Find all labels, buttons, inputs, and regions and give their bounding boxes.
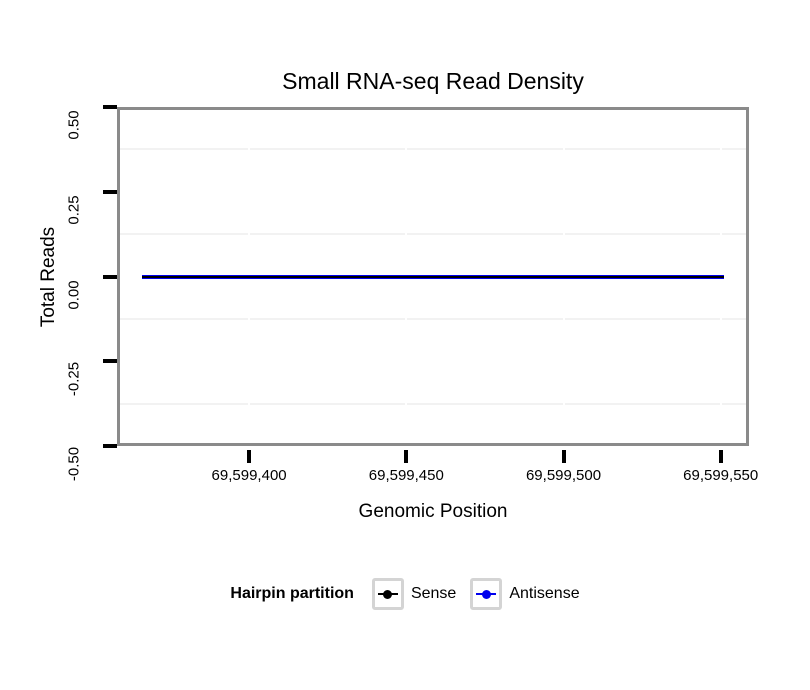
gridline-minor xyxy=(120,233,746,236)
y-tick-mark xyxy=(103,274,117,279)
x-tick-mark xyxy=(561,450,566,463)
y-tick-label: 0.00 xyxy=(65,279,83,310)
legend-key-dot xyxy=(383,589,393,599)
legend-key-antisense-icon xyxy=(470,578,503,610)
legend-label-sense: Sense xyxy=(410,585,457,602)
legend-title: Hairpin partition xyxy=(230,585,354,602)
y-tick-label: 0.25 xyxy=(65,195,83,225)
legend: Hairpin partition Sense Antisense xyxy=(0,578,810,610)
x-tick-label: 69,599,450 xyxy=(368,467,444,484)
y-tick-label: -0.25 xyxy=(65,362,83,397)
x-tick-mark xyxy=(247,450,252,463)
legend-item-antisense: Antisense xyxy=(470,578,580,610)
y-axis-title: Total Reads xyxy=(38,226,59,328)
legend-key-sense-icon xyxy=(371,578,404,610)
x-tick-label: 69,599,500 xyxy=(525,467,602,484)
y-tick-mark xyxy=(103,359,117,364)
gridline-minor xyxy=(120,148,746,151)
chart-title: Small RNA-seq Read Density xyxy=(282,68,584,94)
gridline-minor xyxy=(120,402,746,405)
legend-label-antisense: Antisense xyxy=(509,585,580,602)
x-tick-mark xyxy=(404,450,409,463)
legend-item-sense: Sense xyxy=(371,578,457,610)
series-line-sense xyxy=(142,275,724,278)
legend-key-dot xyxy=(481,589,491,599)
plot-panel xyxy=(117,107,749,446)
x-tick-label: 69,599,400 xyxy=(211,467,287,484)
gridline-major xyxy=(120,190,746,193)
x-axis-title: Genomic Position xyxy=(358,501,508,522)
series-layer xyxy=(120,110,746,443)
y-tick-label: -0.50 xyxy=(65,446,83,482)
x-tick-mark xyxy=(718,450,723,463)
y-tick-mark xyxy=(103,189,117,194)
gridline-major xyxy=(120,360,746,363)
y-tick-label: 0.50 xyxy=(65,110,83,140)
y-tick-mark xyxy=(103,444,117,448)
x-tick-label: 69,599,550 xyxy=(683,467,759,484)
gridline-minor xyxy=(120,317,746,320)
y-tick-mark xyxy=(103,105,117,109)
